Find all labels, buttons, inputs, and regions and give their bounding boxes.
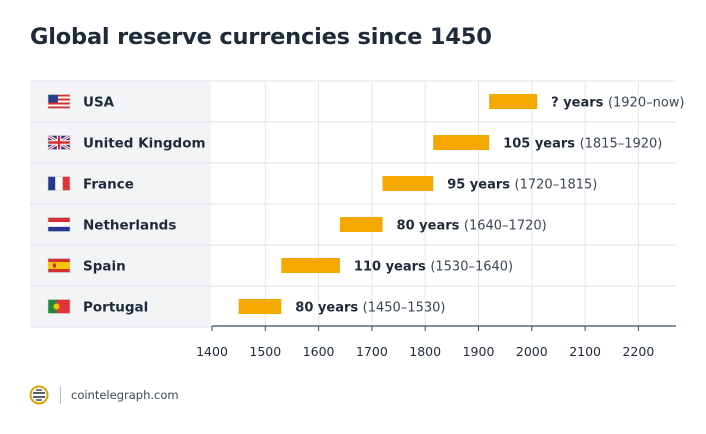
bar-united-kingdom [433,135,490,150]
cointelegraph-logo-icon [29,385,49,405]
bar-labels: ? years (1920–now) 105 years (1815–1920) 9… [295,96,684,316]
duration-label: 95 years [447,178,514,193]
bars [238,94,538,314]
range-label: (1920–now) [608,96,685,111]
range-label: (1815–1920) [580,137,663,152]
bar-netherlands [339,217,383,232]
bar-portugal [238,299,282,314]
duration-label: 110 years [354,260,430,275]
x-tick-label-2100: 2100 [569,344,601,359]
x-tick-label-2000: 2000 [516,344,548,359]
x-axis: 1400 1500 1600 1700 1800 1900 2000 2100 2200 [196,325,676,359]
x-tick-label-1800: 1800 [409,344,441,359]
row-label-spain: Spain [83,259,126,275]
bar-label-netherlands: 80 years (1640–1720) [397,219,547,234]
bar-usa [489,94,538,109]
duration-label: 80 years [295,301,362,316]
x-tick-label-1500: 1500 [249,344,281,359]
row-label-portugal: Portugal [83,300,148,316]
x-tick-label-1400: 1400 [196,344,228,359]
row-label-france: France [83,177,134,193]
bar-label-united-kingdom: 105 years (1815–1920) [503,137,662,152]
x-tick-label-1600: 1600 [303,344,335,359]
bar-label-spain: 110 years (1530–1640) [354,260,513,275]
row-panels: USA United Kingdom France Netherlands Spain P… [30,80,676,328]
x-tick-label-1700: 1700 [356,344,388,359]
france-flag-icon [47,176,71,191]
source-label: cointelegraph.com [71,388,179,402]
netherlands-flag-icon [47,217,71,232]
duration-label: ? years [551,96,608,111]
spain-flag-icon [47,258,71,273]
x-tick-label-2200: 2200 [622,344,654,359]
row-label-netherlands: Netherlands [83,218,176,234]
range-label: (1450–1530) [363,301,446,316]
range-label: (1640–1720) [464,219,547,234]
x-tick-label-1900: 1900 [463,344,495,359]
bar-france [382,176,434,191]
duration-label: 105 years [503,137,579,152]
bar-label-france: 95 years (1720–1815) [447,178,597,193]
usa-flag-icon [47,94,71,109]
chart-title: Global reserve currencies since 1450 [30,24,492,50]
bar-spain [281,258,340,273]
duration-label: 80 years [397,219,464,234]
bar-label-portugal: 80 years (1450–1530) [295,301,445,316]
portugal-flag-icon [47,299,71,314]
row-label-united-kingdom: United Kingdom [83,136,206,152]
uk-flag-icon [47,134,71,151]
row-label-usa: USA [83,95,115,111]
range-label: (1530–1640) [430,260,513,275]
bar-label-usa: ? years (1920–now) [551,96,684,111]
footer: cointelegraph.com [28,382,179,408]
footer-divider [60,386,61,404]
range-label: (1720–1815) [515,178,598,193]
